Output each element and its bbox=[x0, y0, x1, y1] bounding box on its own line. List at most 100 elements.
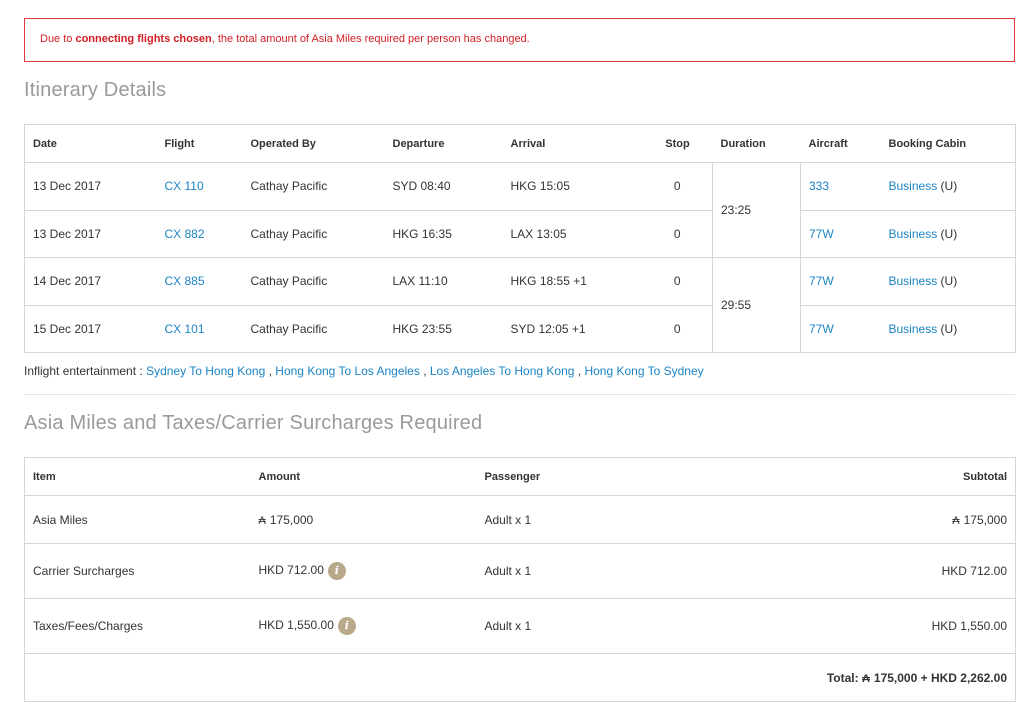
booking-cabin: Business (U) bbox=[880, 257, 1016, 306]
subtotal-value: HKD 712.00 bbox=[702, 543, 1016, 599]
alert-suffix: , the total amount of Asia Miles require… bbox=[211, 33, 530, 45]
flight-date: 15 Dec 2017 bbox=[24, 304, 157, 353]
aircraft-link[interactable]: 77W bbox=[809, 226, 834, 241]
aircraft-link[interactable]: 77W bbox=[809, 321, 834, 336]
col-header-duration: Duration bbox=[712, 124, 801, 163]
passenger-value: Adult x 1 bbox=[476, 495, 703, 544]
entertainment-link-hkg-lax[interactable]: Hong Kong To Los Angeles bbox=[275, 364, 420, 378]
departure: LAX 11:10 bbox=[384, 257, 503, 306]
booking-cabin: Business (U) bbox=[880, 209, 1016, 258]
stops: 0 bbox=[642, 304, 713, 353]
asia-miles-icon: ₳ bbox=[952, 514, 960, 527]
total-value: 175,000 + HKD 2,262.00 bbox=[873, 670, 1007, 685]
departure: HKG 16:35 bbox=[384, 209, 503, 258]
col-header-item: Item bbox=[24, 457, 251, 496]
col-header-arrival: Arrival bbox=[502, 124, 643, 163]
flight-row: 15 Dec 2017 CX 101 Cathay Pacific HKG 23… bbox=[24, 304, 1016, 353]
col-header-passenger: Passenger bbox=[476, 457, 703, 496]
flight-number-link[interactable]: CX 885 bbox=[164, 274, 205, 289]
flight-number-link[interactable]: CX 882 bbox=[164, 226, 205, 241]
inflight-entertainment: Inflight entertainment : Sydney To Hong … bbox=[24, 364, 704, 378]
passenger-value: Adult x 1 bbox=[476, 543, 703, 599]
cabin-link[interactable]: Business bbox=[888, 274, 938, 289]
flight-row: 13 Dec 2017 CX 882 Cathay Pacific HKG 16… bbox=[24, 209, 1016, 258]
arrival: HKG 18:55 +1 bbox=[502, 257, 643, 306]
flight-row: 14 Dec 2017 CX 885 Cathay Pacific LAX 11… bbox=[24, 257, 1016, 353]
itinerary-title: Itinerary Details bbox=[24, 79, 167, 101]
amount-value: 175,000 bbox=[269, 512, 314, 527]
itinerary-header-row: Date Flight Operated By Departure Arriva… bbox=[24, 124, 1016, 163]
departure: HKG 23:55 bbox=[384, 304, 503, 353]
flight-date: 13 Dec 2017 bbox=[24, 162, 157, 211]
booking-cabin: Business (U) bbox=[880, 162, 1016, 211]
info-icon[interactable]: i bbox=[327, 562, 346, 580]
flight-date: 14 Dec 2017 bbox=[24, 257, 157, 306]
asia-miles-icon: ₳ bbox=[861, 672, 870, 685]
miles-row-asia-miles: Asia Miles ₳ 175,000 Adult x 1 ₳ 175,000 bbox=[24, 495, 1016, 544]
entertainment-separator: , bbox=[574, 364, 585, 378]
amount-cell: HKD 712.00 i bbox=[250, 543, 477, 599]
passenger-value: Adult x 1 bbox=[476, 598, 703, 654]
entertainment-link-syd-hkg[interactable]: Sydney To Hong Kong bbox=[146, 364, 266, 378]
alert-prefix: Due to bbox=[40, 33, 76, 45]
cabin-link[interactable]: Business bbox=[888, 179, 938, 194]
asia-miles-icon: ₳ bbox=[258, 514, 266, 527]
col-header-stop: Stop bbox=[642, 124, 713, 163]
flight-date: 13 Dec 2017 bbox=[24, 209, 157, 258]
cabin-link[interactable]: Business bbox=[888, 321, 938, 336]
flight-number-link[interactable]: CX 110 bbox=[164, 179, 204, 194]
entertainment-link-hkg-syd[interactable]: Hong Kong To Sydney bbox=[584, 364, 704, 378]
info-icon[interactable]: i bbox=[337, 617, 356, 635]
subtotal-value: 175,000 bbox=[963, 512, 1007, 527]
stops: 0 bbox=[642, 162, 713, 211]
subtotal-cell: ₳ 175,000 bbox=[702, 495, 1016, 544]
miles-row-carrier-surcharges: Carrier Surcharges HKD 712.00 i Adult x 1… bbox=[24, 543, 1016, 599]
stops: 0 bbox=[642, 209, 713, 258]
miles-row-taxes: Taxes/Fees/Charges HKD 1,550.00 i Adult x… bbox=[24, 598, 1016, 654]
operated-by: Cathay Pacific bbox=[242, 209, 385, 258]
aircraft-link[interactable]: 77W bbox=[809, 274, 834, 289]
duration: 23:25 bbox=[712, 162, 801, 258]
col-header-operated-by: Operated By bbox=[242, 124, 385, 163]
item-label: Carrier Surcharges bbox=[24, 543, 251, 599]
entertainment-label: Inflight entertainment : bbox=[24, 364, 147, 378]
cabin-link[interactable]: Business bbox=[888, 226, 938, 241]
miles-section-title: Asia Miles and Taxes/Carrier Surcharges … bbox=[24, 412, 483, 434]
arrival: SYD 12:05 +1 bbox=[502, 304, 643, 353]
col-header-aircraft: Aircraft bbox=[800, 124, 881, 163]
flight-number-link[interactable]: CX 101 bbox=[164, 321, 205, 336]
amount-cell: HKD 1,550.00 i bbox=[250, 598, 477, 654]
section-divider bbox=[24, 394, 1015, 395]
stops: 0 bbox=[642, 257, 713, 306]
departure: SYD 08:40 bbox=[384, 162, 503, 211]
route-change-alert: Due to connecting flights chosen, the to… bbox=[24, 18, 1015, 62]
amount-cell: ₳ 175,000 bbox=[250, 495, 477, 544]
total-cell: Total: ₳ 175,000 + HKD 2,262.00 bbox=[24, 653, 1016, 702]
miles-total-row: Total: ₳ 175,000 + HKD 2,262.00 bbox=[24, 653, 1016, 702]
item-label: Taxes/Fees/Charges bbox=[24, 598, 251, 654]
entertainment-separator: , bbox=[419, 364, 430, 378]
col-header-subtotal: Subtotal bbox=[702, 457, 1016, 496]
alert-bold-text: connecting flights chosen bbox=[75, 33, 212, 45]
cabin-code: (U) bbox=[940, 226, 958, 241]
col-header-flight: Flight bbox=[156, 124, 243, 163]
item-label: Asia Miles bbox=[24, 495, 251, 544]
subtotal-value: HKD 1,550.00 bbox=[702, 598, 1016, 654]
booking-cabin: Business (U) bbox=[880, 304, 1016, 353]
arrival: HKG 15:05 bbox=[502, 162, 643, 211]
miles-header-row: Item Amount Passenger Subtotal bbox=[24, 457, 1016, 496]
aircraft-link[interactable]: 333 bbox=[809, 179, 830, 194]
amount-value: HKD 1,550.00 bbox=[258, 618, 334, 633]
duration: 29:55 bbox=[712, 257, 801, 353]
col-header-date: Date bbox=[24, 124, 157, 163]
cabin-code: (U) bbox=[940, 321, 958, 336]
itinerary-table: Date Flight Operated By Departure Arriva… bbox=[24, 124, 1016, 353]
amount-value: HKD 712.00 bbox=[258, 563, 324, 578]
entertainment-link-lax-hkg[interactable]: Los Angeles To Hong Kong bbox=[429, 364, 575, 378]
cabin-code: (U) bbox=[940, 179, 958, 194]
operated-by: Cathay Pacific bbox=[242, 257, 385, 306]
operated-by: Cathay Pacific bbox=[242, 304, 385, 353]
entertainment-separator: , bbox=[265, 364, 276, 378]
flight-row: 13 Dec 2017 CX 110 Cathay Pacific SYD 08… bbox=[24, 162, 1016, 258]
col-header-departure: Departure bbox=[384, 124, 503, 163]
